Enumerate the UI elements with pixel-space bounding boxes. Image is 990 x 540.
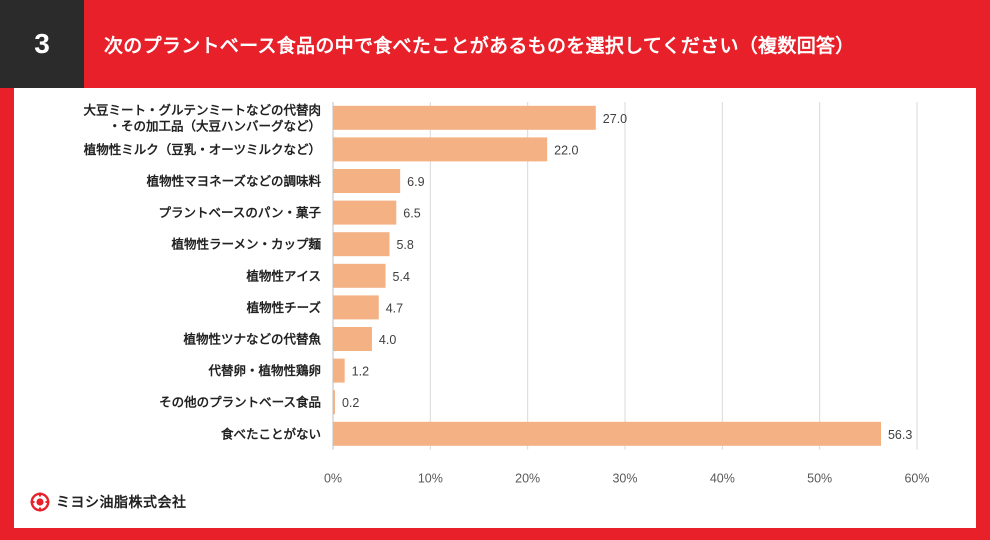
data-label: 22.0 <box>554 143 578 157</box>
category-label: 植物性マヨネーズなどの調味料 <box>146 174 322 189</box>
category-label: 食べたことがない <box>220 426 321 441</box>
header-bar: 3 次のプラントベース食品の中で食べたことがあるものを選択してください（複数回答… <box>0 0 990 88</box>
miyoshi-logo-icon <box>30 492 50 512</box>
category-label: ・その加工品（大豆ハンバーグなど） <box>108 118 321 133</box>
data-label: 4.7 <box>386 301 403 315</box>
data-label: 56.3 <box>888 428 912 442</box>
bar <box>333 358 345 383</box>
category-label: その他のプラントベース食品 <box>159 395 321 410</box>
bar <box>333 295 379 320</box>
data-label: 27.0 <box>603 112 627 126</box>
company-name: ミヨシ油脂株式会社 <box>56 495 187 511</box>
category-label: プラントベースのパン・菓子 <box>158 205 321 220</box>
frame-bottom <box>0 528 990 540</box>
data-label: 4.0 <box>379 333 396 347</box>
x-tick-label: 30% <box>612 472 637 486</box>
frame-left <box>0 88 14 540</box>
section-number: 3 <box>0 0 84 88</box>
frame-right <box>976 88 990 540</box>
page-title: 次のプラントベース食品の中で食べたことがあるものを選択してください（複数回答） <box>104 34 855 57</box>
data-label: 0.2 <box>342 396 359 410</box>
bar <box>333 263 386 288</box>
category-label: 植物性アイス <box>245 268 321 283</box>
bar <box>333 327 372 351</box>
bar <box>333 232 390 257</box>
category-label: 植物性チーズ <box>246 300 322 315</box>
x-tick-label: 50% <box>807 472 832 486</box>
data-label: 6.5 <box>403 207 420 221</box>
x-tick-label: 10% <box>418 472 443 486</box>
x-tick-label: 40% <box>710 472 735 486</box>
category-label: 植物性ツナなどの代替魚 <box>182 332 321 347</box>
x-tick-label: 60% <box>904 472 929 486</box>
bar <box>333 137 548 162</box>
bar <box>333 105 596 130</box>
category-label: 植物性ミルク（豆乳・オーツミルクなど） <box>83 142 321 157</box>
category-label: 大豆ミート・グルテンミートなどの代替肉 <box>83 102 321 117</box>
bar <box>333 421 881 446</box>
data-label: 1.2 <box>352 365 369 379</box>
bar-chart: 0% 10% 20% 30% 40% 50% 60% 27.0 大豆ミート・グルテンミートなどの… <box>83 102 930 486</box>
category-label: 代替卵・植物性鶏卵 <box>207 363 321 378</box>
bar <box>333 200 397 225</box>
data-label: 5.4 <box>393 270 410 284</box>
category-label: 植物性ラーメン・カップ麺 <box>170 237 321 252</box>
x-tick-label: 20% <box>515 472 540 486</box>
chart-panel: 0% 10% 20% 30% 40% 50% 60% 27.0 大豆ミート・グルテンミートなどの… <box>14 88 976 528</box>
company-logo: ミヨシ油脂株式会社 <box>30 490 187 514</box>
x-tick-label: 0% <box>324 472 342 486</box>
bar <box>333 390 335 415</box>
bar <box>333 169 401 193</box>
data-label: 5.8 <box>396 238 413 252</box>
data-label: 6.9 <box>407 175 424 189</box>
